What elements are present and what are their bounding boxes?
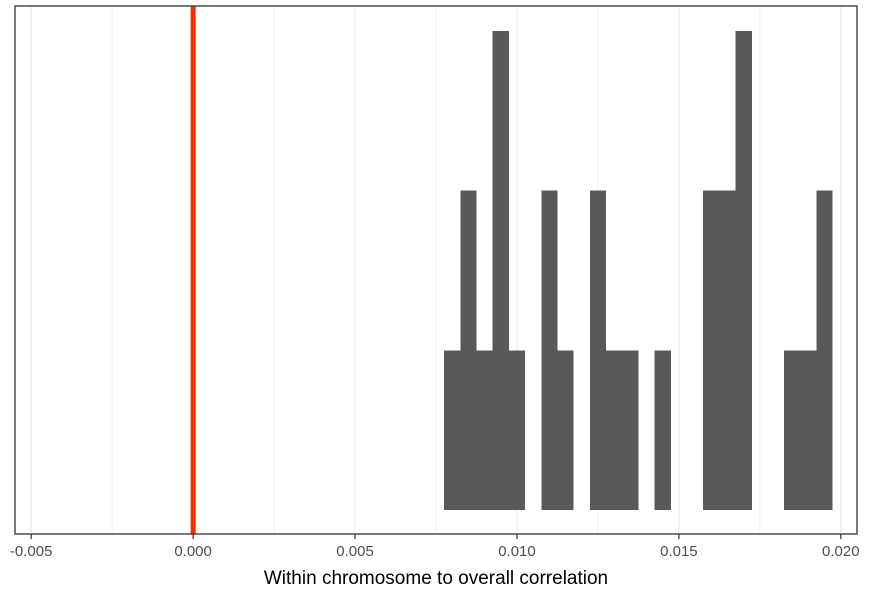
x-axis-ticks: -0.005 0.000 0.005 0.010 0.015 0.020 (10, 534, 860, 560)
x-tick-label: 0.010 (498, 543, 536, 560)
bars-layer (444, 31, 833, 510)
histogram-bar (492, 31, 509, 510)
histogram-bar (541, 190, 558, 510)
panel-border (14, 5, 858, 535)
histogram-bar (816, 190, 833, 510)
x-tick-label: 0.015 (660, 543, 698, 560)
x-tick-label: -0.005 (10, 543, 53, 560)
histogram-bar (606, 350, 639, 510)
histogram-bar (654, 350, 671, 510)
histogram-bar (476, 350, 493, 510)
histogram-bar (735, 31, 752, 510)
histogram-bar (703, 190, 736, 510)
x-tick-label: 0.000 (174, 543, 212, 560)
histogram-bar (444, 350, 461, 510)
histogram-bar (784, 350, 817, 510)
histogram-bar (557, 350, 574, 510)
histogram-bar (460, 190, 477, 510)
x-tick-label: 0.005 (336, 543, 374, 560)
x-tick-label: 0.020 (822, 543, 860, 560)
histogram-bar (589, 190, 607, 510)
x-axis-title: Within chromosome to overall correlation (264, 568, 608, 589)
histogram-bar (508, 350, 526, 510)
